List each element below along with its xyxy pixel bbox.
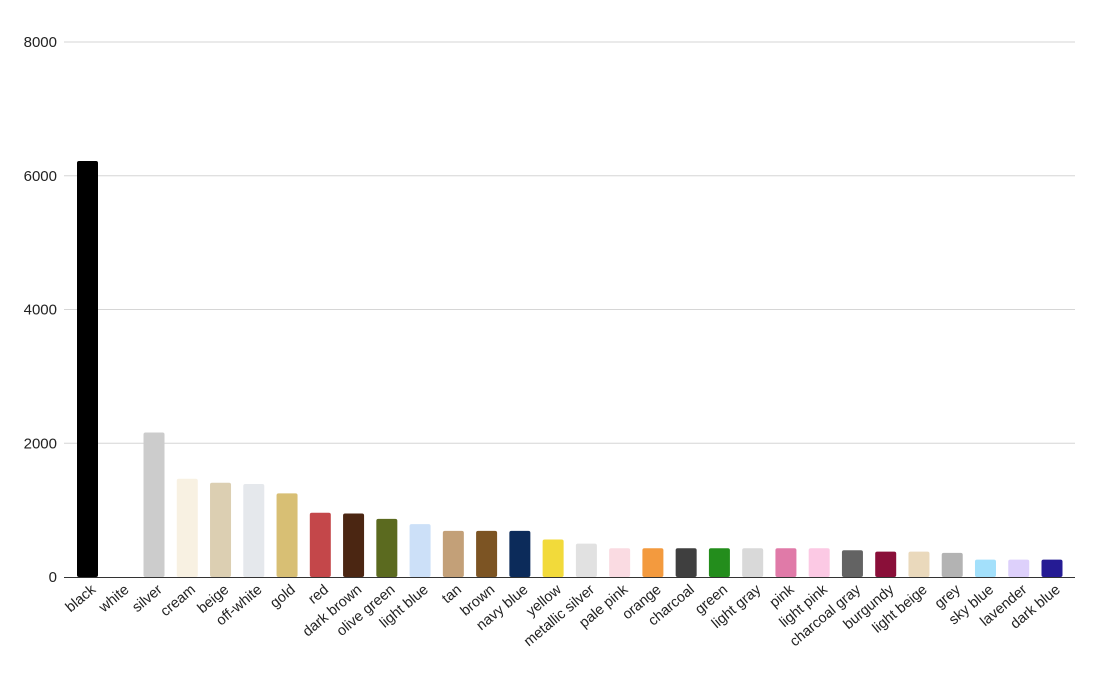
bar-metallic-silver: [575, 543, 597, 577]
bars: [77, 161, 1063, 577]
bar-light-pink: [808, 548, 830, 577]
y-tick-label: 2000: [24, 435, 57, 452]
bar-orange: [642, 548, 664, 577]
bar-dark-brown: [343, 513, 365, 577]
y-tick-label: 6000: [24, 168, 57, 185]
bar-burgundy: [875, 551, 897, 577]
x-tick-label-black: black: [63, 581, 100, 615]
x-tick-label-gold: gold: [267, 582, 298, 612]
bar-light-gray: [742, 548, 764, 577]
bar-dark-blue: [1041, 559, 1063, 577]
bar-silver: [143, 432, 165, 577]
bar-beige: [210, 482, 232, 577]
y-tick-label: 8000: [24, 34, 57, 51]
bar-navy-blue: [509, 530, 531, 577]
bar-green: [708, 548, 730, 577]
gridlines: [64, 41, 1075, 444]
bar-tan: [442, 530, 464, 577]
bar-off-white: [243, 484, 265, 577]
bar-charcoal: [675, 548, 697, 577]
bar-gold: [276, 493, 298, 577]
bar-light-blue: [409, 524, 431, 577]
x-tick-label-cream: cream: [158, 582, 199, 620]
y-tick-label: 4000: [24, 302, 57, 319]
bar-yellow: [542, 539, 564, 577]
bar-charcoal-gray: [841, 550, 863, 577]
bar-pale-pink: [609, 548, 631, 577]
bar-grey: [941, 552, 963, 577]
bar-sky-blue: [974, 559, 996, 577]
y-tick-label: 0: [49, 569, 57, 586]
bar-brown: [476, 530, 498, 577]
x-tick-label-white: white: [95, 582, 132, 617]
y-axis-tick-labels: 0 2000 4000 6000 8000: [24, 34, 57, 586]
bar-light-beige: [908, 551, 930, 577]
bar-pink: [775, 548, 797, 577]
bar-lavender: [1008, 559, 1030, 577]
bar-olive-green: [376, 518, 398, 577]
bar-black: [77, 161, 98, 577]
bar-cream: [176, 478, 198, 577]
bar-red: [309, 512, 331, 577]
